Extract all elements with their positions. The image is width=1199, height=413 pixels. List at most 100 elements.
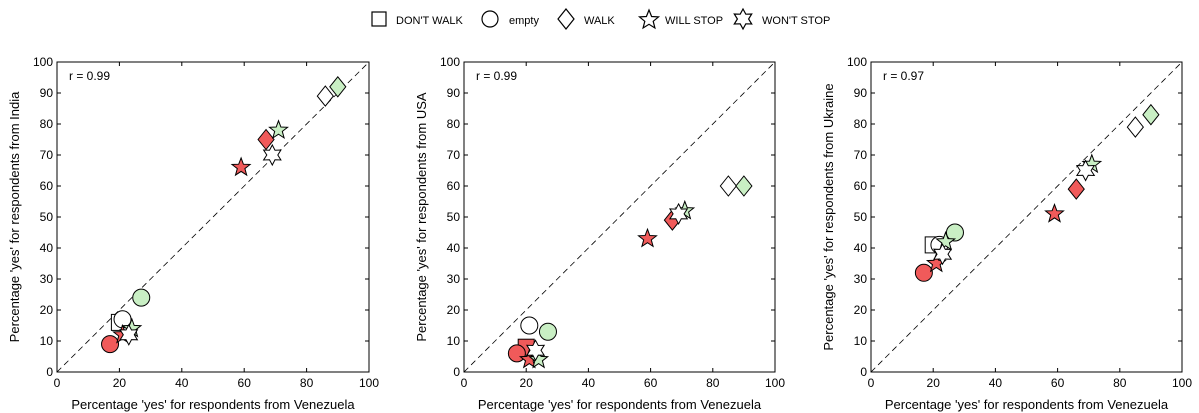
y-axis-label: Percentage 'yes' for respondents from Uk… [821, 83, 836, 350]
y-tick-label: 100 [440, 55, 460, 69]
star6-icon [733, 7, 753, 31]
point-circle [520, 316, 539, 335]
x-tick-label: 60 [644, 376, 658, 390]
legend-item-will-stop: WILL STOP [637, 8, 723, 30]
x-tick-label: 60 [1051, 376, 1065, 390]
y-tick-label: 50 [854, 210, 868, 224]
data-points [101, 75, 347, 354]
y-tick-label: 100 [33, 55, 53, 69]
y-tick-label: 20 [40, 303, 54, 317]
y-tick-label: 40 [447, 241, 461, 255]
point-star6 [932, 243, 953, 266]
x-tick-label: 100 [359, 376, 379, 390]
point-diamond [735, 175, 753, 197]
scatter-panel-1: 0 20 40 60 80 100 0 10 20 30 40 50 60 70 80 90 100 Percen… [7, 55, 379, 412]
y-tick-label: 30 [447, 272, 461, 286]
correlation-annotation: r = 0.99 [69, 69, 110, 83]
y-tick-label: 0 [46, 365, 53, 379]
point-star6 [119, 323, 139, 346]
identity-line [870, 61, 1183, 373]
x-tick-label: 80 [706, 376, 720, 390]
x-tick-label: 100 [1172, 376, 1192, 390]
y-tick-label: 80 [854, 117, 868, 131]
y-tick-label: 30 [854, 272, 868, 286]
y-tick-label: 100 [847, 55, 867, 69]
point-diamond [1142, 103, 1160, 126]
point-star5 [528, 348, 550, 369]
y-tick-label: 70 [447, 148, 461, 162]
x-tick-label: 40 [175, 376, 189, 390]
point-diamond [1067, 178, 1085, 200]
point-star6 [668, 202, 689, 225]
identity-line [56, 61, 370, 373]
point-star6 [1075, 159, 1096, 182]
point-circle [945, 223, 964, 242]
square-icon [371, 11, 387, 27]
x-tick-label: 100 [765, 376, 785, 390]
y-tick-label: 60 [447, 179, 461, 193]
x-tick-label: 40 [582, 376, 596, 390]
y-tick-label: 10 [447, 334, 461, 348]
correlation-annotation: r = 0.99 [476, 69, 517, 83]
x-tick-label: 40 [989, 376, 1003, 390]
y-tick-label: 60 [40, 179, 54, 193]
point-diamond [329, 75, 347, 98]
y-tick-label: 80 [40, 117, 54, 131]
y-tick-label: 40 [854, 241, 868, 255]
y-tick-label: 20 [447, 303, 461, 317]
y-tick-label: 70 [854, 148, 868, 162]
x-tick-label: 0 [868, 376, 875, 390]
point-circle [101, 335, 120, 354]
legend-label: empty [509, 15, 539, 27]
y-tick-label: 0 [860, 365, 867, 379]
legend-label: WON'T STOP [762, 15, 830, 27]
x-tick-label: 80 [300, 376, 314, 390]
y-tick-label: 90 [40, 86, 54, 100]
scatter-panel-3: 0 20 40 60 80 1000102030405060708090100Percen… [821, 55, 1192, 412]
y-tick-label: 10 [40, 334, 54, 348]
legend-label: WILL STOP [665, 15, 723, 27]
correlation-annotation: r = 0.97 [883, 69, 924, 83]
point-star5 [230, 156, 252, 177]
y-tick-label: 10 [854, 334, 868, 348]
y-axis-label: Percentage 'yes' for respondents from US… [414, 92, 429, 342]
data-points [914, 103, 1160, 282]
circle-icon [481, 10, 499, 28]
point-star5 [268, 119, 289, 140]
legend-item-dont-walk: DON'T WALK [371, 11, 464, 27]
x-axis-label: Percentage 'yes' for respondents from Ve… [885, 397, 1169, 412]
y-tick-label: 20 [854, 303, 868, 317]
x-tick-label: 60 [238, 376, 252, 390]
x-tick-label: 20 [113, 376, 127, 390]
legend-label: WALK [584, 15, 615, 27]
point-star5 [1044, 202, 1065, 223]
point-star6 [262, 143, 282, 167]
point-diamond [1126, 116, 1144, 138]
point-diamond [257, 128, 275, 151]
y-tick-label: 0 [453, 365, 460, 379]
y-tick-label: 80 [447, 117, 461, 131]
point-star5 [935, 230, 957, 251]
diamond-icon [557, 8, 575, 30]
y-axis-label: Percentage 'yes' for respondents from In… [7, 91, 22, 342]
y-tick-label: 90 [854, 86, 868, 100]
star5-icon [637, 8, 661, 30]
point-circle [132, 288, 151, 307]
y-tick-label: 40 [40, 241, 54, 255]
point-star6 [525, 339, 546, 362]
y-tick-label: 50 [40, 210, 54, 224]
point-diamond [316, 85, 334, 107]
x-tick-label: 80 [1113, 376, 1127, 390]
data-points [507, 175, 753, 369]
x-tick-label: 20 [927, 376, 941, 390]
legend-label: DON'T WALK [396, 15, 464, 27]
legend-item-wont-stop: WON'T STOP [733, 7, 830, 31]
point-circle [507, 344, 526, 363]
y-tick-label: 60 [854, 179, 868, 193]
point-circle [538, 322, 557, 341]
point-star5 [637, 227, 658, 248]
x-axis-label: Percentage 'yes' for respondents from Ve… [71, 397, 355, 412]
scatter-panel-2: 0 20 40 60 80 1000102030405060708090100Percen… [414, 55, 785, 412]
y-tick-label: 70 [40, 148, 54, 162]
